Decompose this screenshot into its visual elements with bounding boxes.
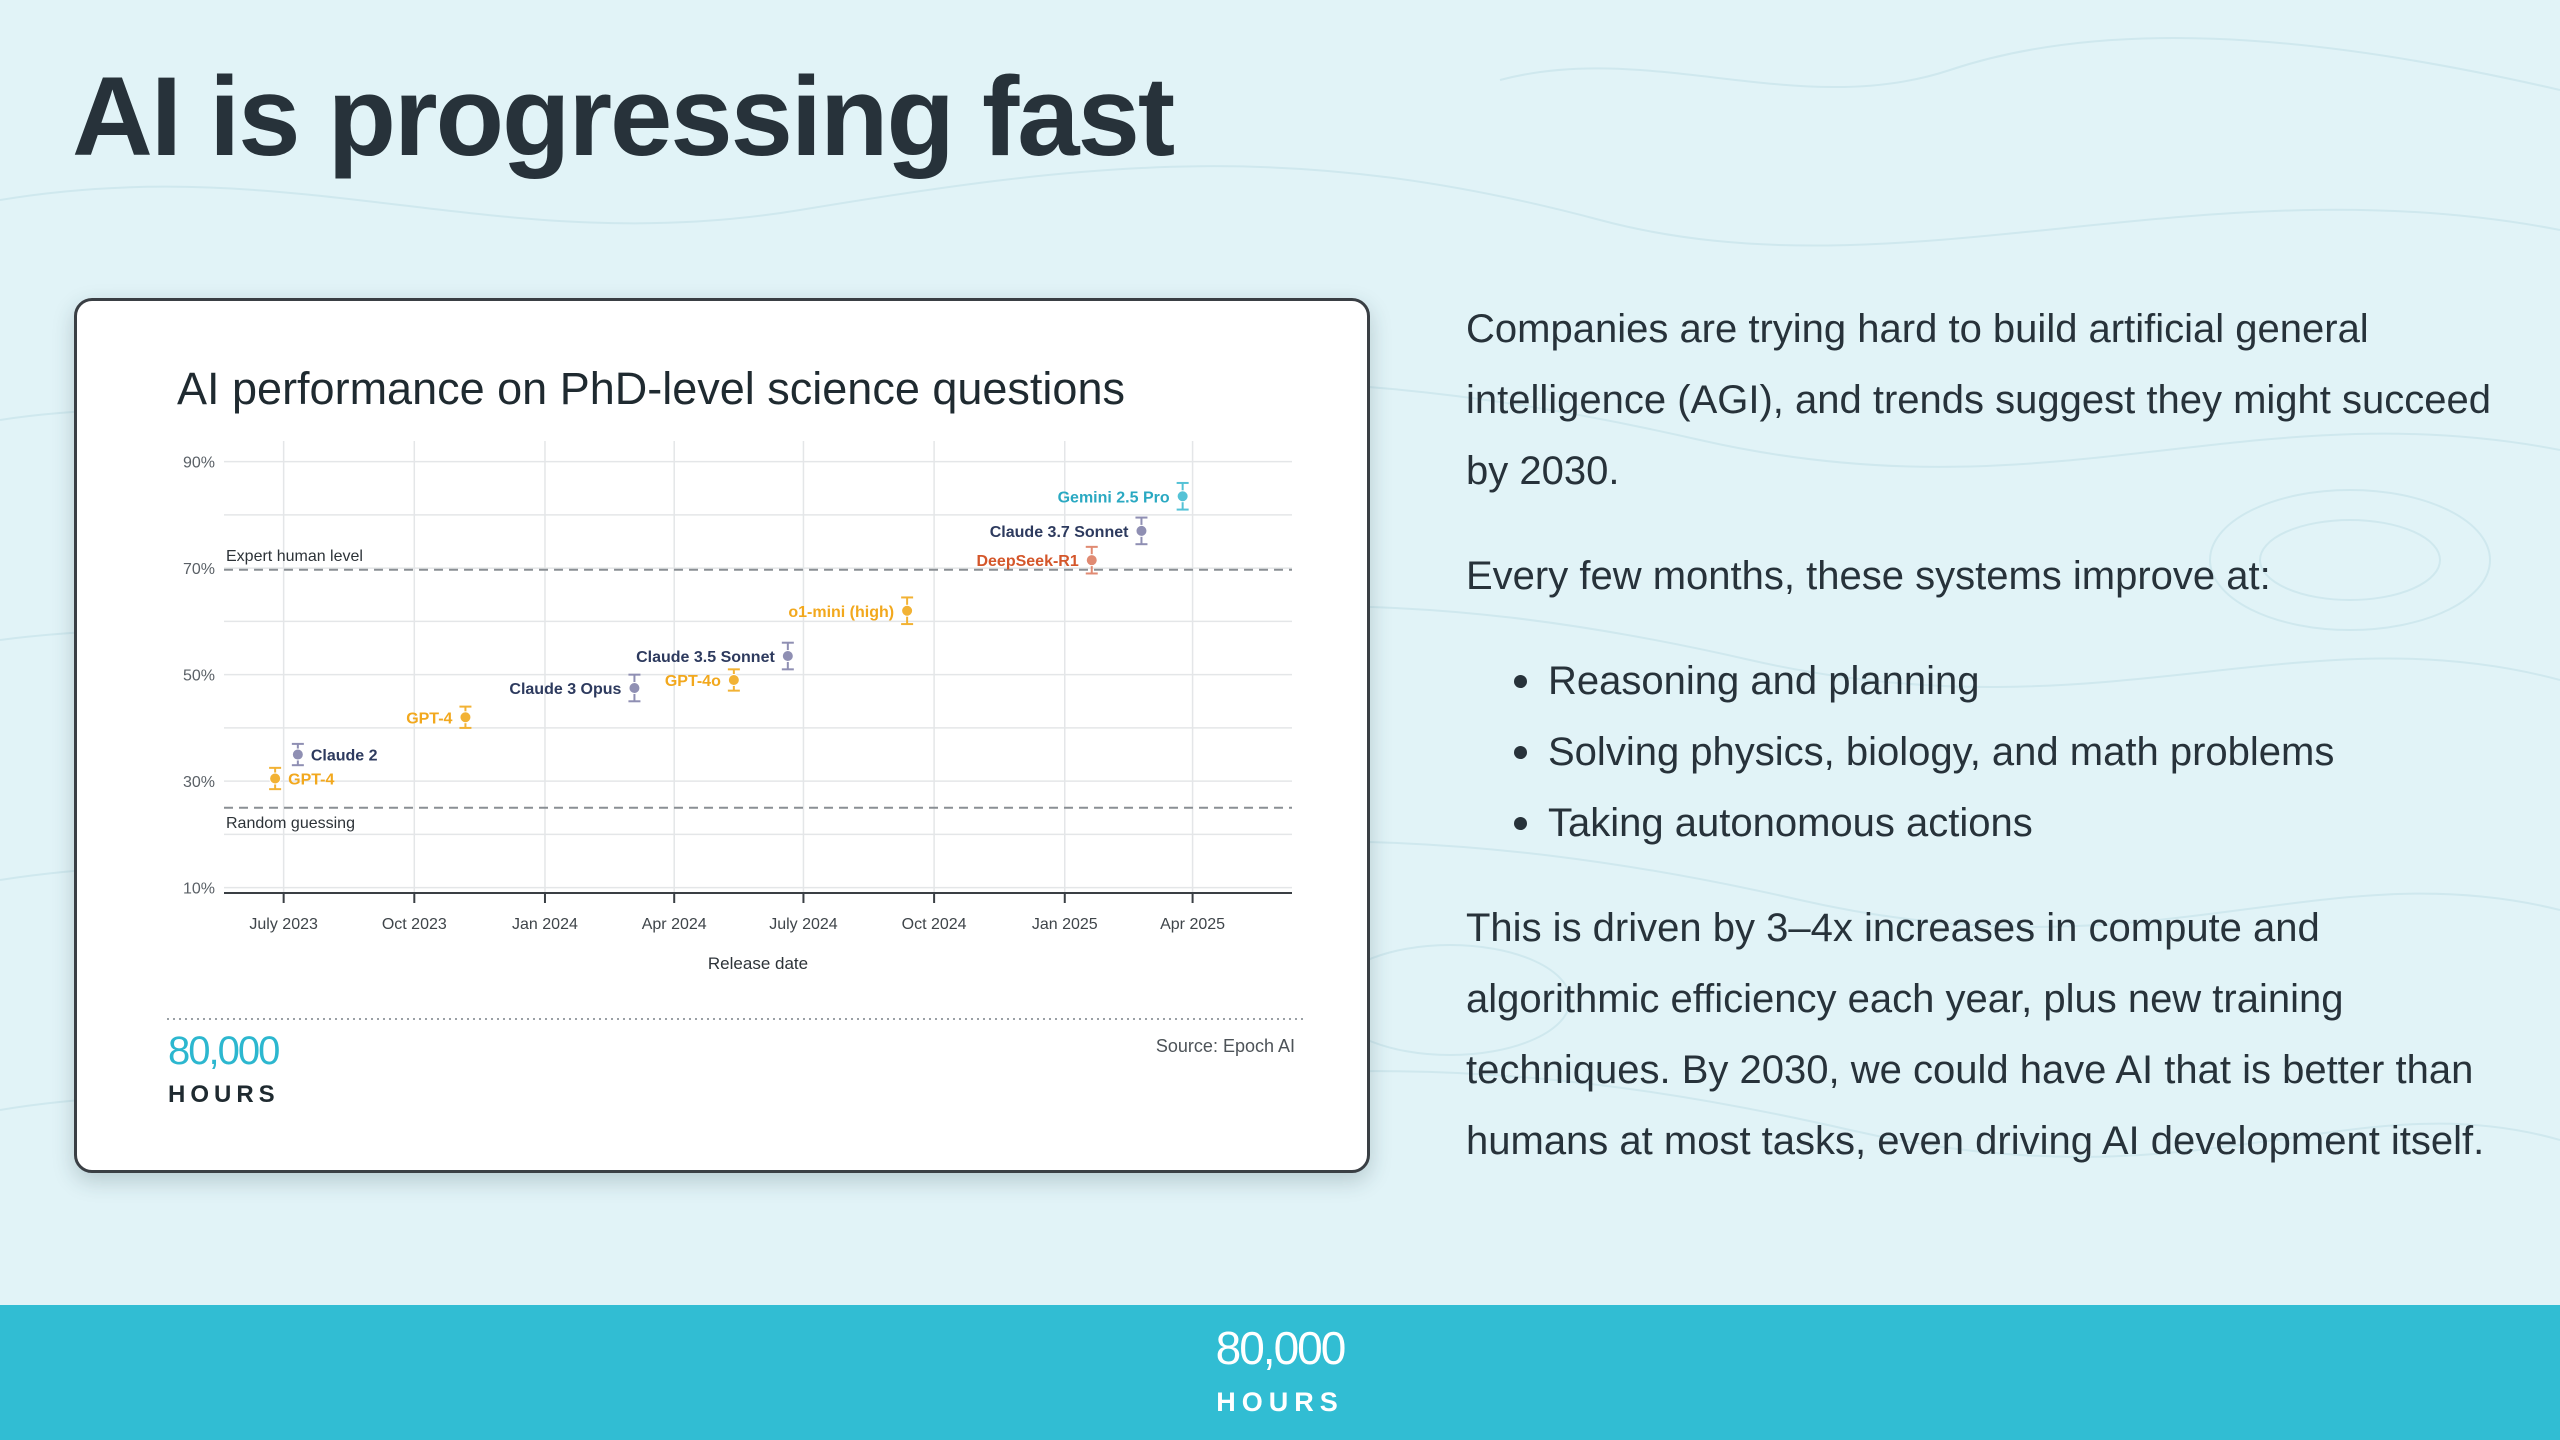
y-tick-label: 50% <box>183 668 215 685</box>
chart-card: 10% 30% 50% 70% 90% July 2023 Oct 2023 Jan 2024… <box>74 298 1370 1173</box>
data-label: GPT-4 <box>406 710 452 727</box>
footer-logo-number: 80,000 <box>1215 1322 1347 1374</box>
x-axis-label: Release date <box>708 954 808 973</box>
y-tick-label: 70% <box>183 561 215 578</box>
data-label: o1-mini (high) <box>788 604 894 621</box>
data-label: GPT-4 <box>288 772 334 789</box>
data-point <box>269 772 282 785</box>
data-point <box>1135 524 1148 537</box>
improve-heading: Every few months, these systems improve … <box>1466 554 2271 598</box>
data-point <box>781 650 794 663</box>
x-tick-label: Oct 2024 <box>902 916 967 933</box>
improvement-list: Reasoning and planning Solving physics, … <box>1466 646 2496 859</box>
footer-logo-word: HOURS <box>1216 1387 1344 1417</box>
list-item-text: Taking autonomous actions <box>1548 801 2033 845</box>
bullet-icon <box>1514 817 1527 830</box>
x-tick-label: July 2024 <box>769 916 838 933</box>
list-item-text: Solving physics, biology, and math probl… <box>1548 730 2335 774</box>
data-point <box>291 748 304 761</box>
y-tick-label: 90% <box>183 455 215 472</box>
data-point <box>628 681 641 694</box>
bullet-icon <box>1514 675 1527 688</box>
list-item: Taking autonomous actions <box>1514 788 2496 859</box>
text-column: Companies are trying hard to build artif… <box>1466 294 2496 1211</box>
data-point <box>1176 490 1189 503</box>
data-point <box>459 711 472 724</box>
data-point <box>901 604 914 617</box>
list-item-text: Reasoning and planning <box>1548 659 1980 703</box>
y-tick-label: 30% <box>183 774 215 791</box>
data-label: Claude 3.5 Sonnet <box>636 649 775 666</box>
logo-word: HOURS <box>168 1081 280 1108</box>
data-label: DeepSeek-R1 <box>976 553 1078 570</box>
list-item: Reasoning and planning <box>1514 646 2496 717</box>
bullet-icon <box>1514 746 1527 759</box>
slide-title: AI is progressing fast <box>72 54 1175 179</box>
x-tick-label: Jan 2024 <box>512 916 578 933</box>
data-label: Claude 3.7 Sonnet <box>990 524 1129 541</box>
data-label: Claude 3 Opus <box>509 681 621 698</box>
x-tick-label: July 2023 <box>249 916 318 933</box>
x-tick-label: Apr 2025 <box>1160 916 1225 933</box>
list-item: Solving physics, biology, and math probl… <box>1514 717 2496 788</box>
data-label: Claude 2 <box>311 748 378 765</box>
intro-paragraph: Companies are trying hard to build artif… <box>1466 307 2491 493</box>
reference-label: Expert human level <box>226 548 363 565</box>
driven-paragraph: This is driven by 3–4x increases in comp… <box>1466 906 2485 1163</box>
data-label: GPT-4o <box>665 673 721 690</box>
data-label: Gemini 2.5 Pro <box>1058 489 1170 506</box>
x-tick-label: Jan 2025 <box>1032 916 1098 933</box>
data-point <box>1085 554 1098 567</box>
reference-label: Random guessing <box>226 815 355 832</box>
x-tick-label: Apr 2024 <box>642 916 707 933</box>
y-tick-label: 10% <box>183 881 215 898</box>
chart-title: AI performance on PhD-level science ques… <box>177 363 1125 414</box>
x-tick-label: Oct 2023 <box>382 916 447 933</box>
chart-source: Source: Epoch AI <box>1155 1036 1295 1056</box>
chart-card-logo: 80,000 HOURS <box>168 1031 280 1109</box>
data-point <box>727 673 740 686</box>
logo-number: 80,000 <box>168 1029 280 1073</box>
footer-logo: 80,000 HOURS <box>0 1323 2560 1418</box>
footer-bar: 80,000 HOURS <box>0 1305 2560 1440</box>
chart-plot: 10% 30% 50% 70% 90% July 2023 Oct 2023 Jan 2024… <box>167 441 1303 1020</box>
